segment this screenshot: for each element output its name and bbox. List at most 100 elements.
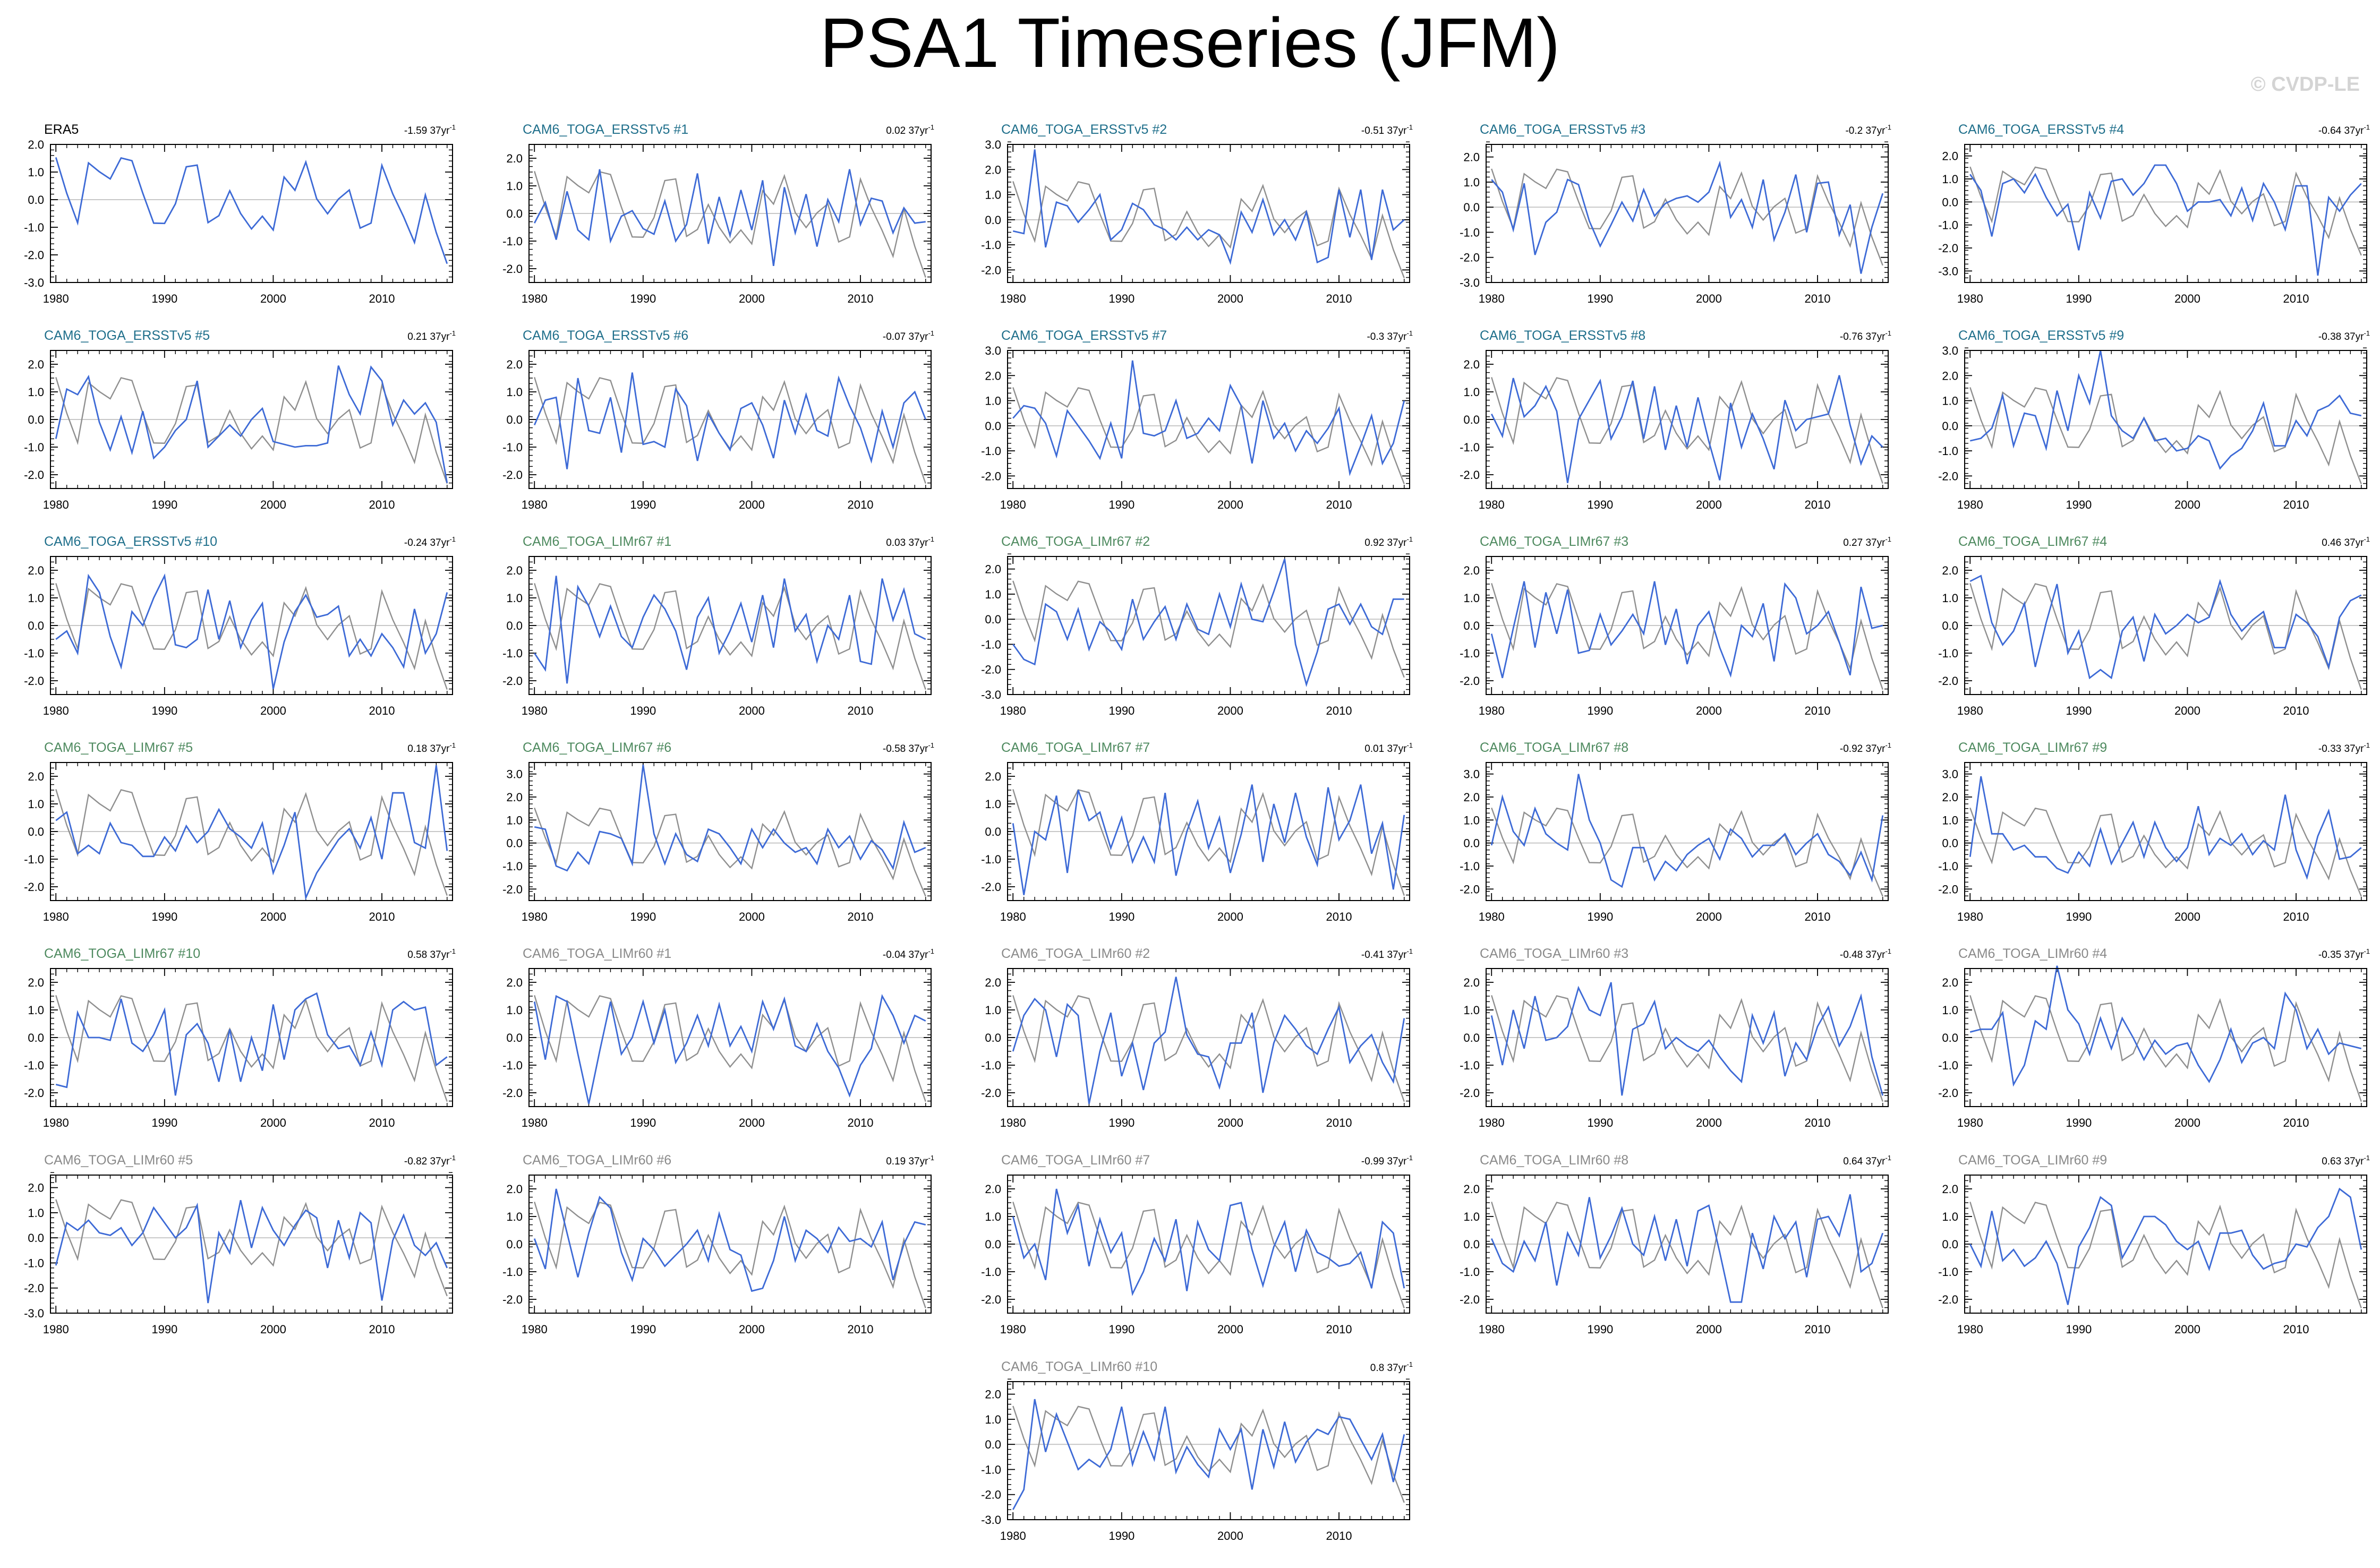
y-tick-label: 1.0 (1463, 1004, 1480, 1017)
x-tick-label: 2010 (369, 910, 395, 923)
x-tick-label: 1990 (1108, 498, 1134, 511)
timeseries-panel: CAM6_TOGA_ERSSTv5 #8 -0.76 37yr-1 2.0 1.0 0.… (1460, 328, 1891, 511)
era5-reference-line (1491, 807, 1883, 897)
y-tick-label: 2.0 (1463, 358, 1480, 371)
x-tick-label: 2000 (1217, 292, 1243, 305)
trend-label: -0.41 37yr-1 (1361, 947, 1413, 961)
y-tick-label: 1.0 (1942, 1210, 1958, 1223)
y-tick-label: -2.0 (24, 468, 44, 482)
y-tick-label: -1.0 (24, 441, 44, 454)
trend-label: -0.38 37yr-1 (2318, 329, 2370, 342)
panel-title: CAM6_TOGA_LIMr67 #1 (523, 534, 671, 549)
y-tick-label: 1.0 (506, 813, 523, 827)
panel-title: CAM6_TOGA_LIMr60 #7 (1001, 1153, 1150, 1168)
plot-frame (50, 968, 453, 1107)
plot-frame (1964, 556, 2367, 695)
y-tick-label: 3.0 (1463, 768, 1480, 781)
x-tick-label: 2000 (1217, 1116, 1243, 1129)
y-tick-label: 2.0 (28, 770, 44, 783)
y-tick-label: -2.0 (502, 674, 523, 688)
series-line (1969, 776, 2362, 880)
panel-title: CAM6_TOGA_LIMr60 #6 (523, 1153, 671, 1168)
timeseries-panel: CAM6_TOGA_LIMr60 #4 -0.35 37yr-1 2.0 1.0 0.0… (1938, 946, 2370, 1129)
plot-frame (50, 350, 453, 489)
timeseries-panel: CAM6_TOGA_LIMr67 #5 0.18 37yr-1 2.0 1.0 0.0 -… (24, 740, 456, 923)
x-tick-label: 1990 (2066, 1116, 2092, 1129)
x-tick-label: 1980 (1957, 292, 1983, 305)
era5-reference-line (1491, 583, 1883, 690)
x-tick-label: 1990 (1587, 704, 1613, 717)
y-tick-label: 0.0 (1942, 195, 1958, 209)
x-tick-label: 1980 (1000, 704, 1026, 717)
plot-frame (1964, 350, 2367, 489)
y-tick-label: 1.0 (1463, 813, 1480, 827)
x-tick-label: 1980 (1957, 1116, 1983, 1129)
series-line (1490, 581, 1883, 679)
trend-label: 0.18 37yr-1 (407, 741, 456, 755)
plot-frame (50, 762, 453, 901)
x-tick-label: 1980 (43, 1116, 69, 1129)
series-line (55, 573, 448, 689)
x-tick-label: 1990 (630, 1323, 656, 1336)
y-tick-label: 0.0 (506, 1031, 523, 1044)
x-tick-label: 1990 (151, 1323, 177, 1336)
series-line (1491, 160, 1884, 274)
y-tick-label: 0.0 (1942, 619, 1958, 632)
x-tick-label: 1980 (1957, 498, 1983, 511)
y-tick-label: 2.0 (1463, 791, 1480, 804)
y-tick-label: 1.0 (1942, 592, 1958, 605)
era5-reference-line (55, 1199, 448, 1297)
x-tick-label: 2000 (739, 498, 765, 511)
x-tick-label: 1990 (2066, 704, 2092, 717)
y-tick-label: 0.0 (1942, 1238, 1958, 1251)
plot-frame (528, 556, 932, 695)
panel-title: CAM6_TOGA_LIMr60 #10 (1001, 1359, 1157, 1374)
x-tick-label: 2000 (260, 498, 286, 511)
trend-label: 0.03 37yr-1 (886, 535, 934, 549)
plot-frame (1486, 968, 1889, 1107)
x-tick-label: 2010 (1805, 292, 1831, 305)
trend-label: 0.63 37yr-1 (2322, 1154, 2370, 1167)
x-tick-label: 2000 (260, 1116, 286, 1129)
era5-reference-line (55, 995, 448, 1102)
timeseries-panel: CAM6_TOGA_ERSSTv5 #6 -0.07 37yr-1 2.0 1.0 0.… (502, 328, 934, 511)
y-tick-label: 0.0 (985, 213, 1001, 227)
x-tick-label: 2000 (739, 1323, 765, 1336)
y-tick-label: -1.0 (1460, 441, 1480, 454)
y-tick-label: 0.0 (506, 619, 523, 632)
y-tick-label: 0.0 (1463, 837, 1480, 850)
x-tick-label: 1990 (1587, 292, 1613, 305)
y-tick-label: 0.0 (1463, 413, 1480, 426)
y-tick-label: -1.0 (981, 1265, 1001, 1279)
era5-reference-line (534, 995, 926, 1102)
x-tick-label: 2010 (2283, 498, 2309, 511)
y-tick-label: 2.0 (1942, 976, 1958, 989)
x-tick-label: 1990 (151, 1116, 177, 1129)
y-tick-label: 2.0 (985, 163, 1001, 176)
trend-label: -0.99 37yr-1 (1361, 1154, 1413, 1167)
y-tick-label: 1.0 (985, 395, 1001, 408)
panel-title: CAM6_TOGA_LIMr60 #8 (1480, 1153, 1628, 1168)
plot-frame (1007, 1175, 1410, 1314)
y-tick-label: -2.0 (1938, 1293, 1958, 1306)
y-tick-label: -1.0 (1460, 647, 1480, 660)
x-tick-label: 2000 (2174, 498, 2200, 511)
y-tick-label: 0.0 (985, 1238, 1001, 1251)
y-tick-label: 1.0 (985, 1210, 1001, 1223)
timeseries-panel: CAM6_TOGA_ERSSTv5 #5 0.21 37yr-1 2.0 1.0 0.0… (24, 328, 456, 511)
trend-label: -0.92 37yr-1 (1840, 741, 1891, 755)
y-tick-label: 2.0 (1463, 976, 1480, 989)
series-line (1969, 965, 2362, 1087)
plot-frame (50, 556, 453, 695)
x-tick-label: 2010 (2283, 292, 2309, 305)
plot-frame (1007, 762, 1410, 901)
y-tick-label: 2.0 (506, 358, 523, 371)
watermark: © CVDP-LE (2250, 73, 2360, 96)
y-tick-label: 0.0 (506, 413, 523, 426)
era5-reference-line (1491, 377, 1883, 484)
panel-title: CAM6_TOGA_LIMr67 #5 (44, 740, 193, 755)
y-tick-label: 2.0 (1942, 791, 1958, 804)
x-tick-label: 2010 (848, 704, 874, 717)
y-tick-label: 0.0 (28, 1031, 44, 1044)
timeseries-panel: CAM6_TOGA_ERSSTv5 #7 -0.3 37yr-1 3.0 2.0 1.0… (981, 328, 1413, 511)
